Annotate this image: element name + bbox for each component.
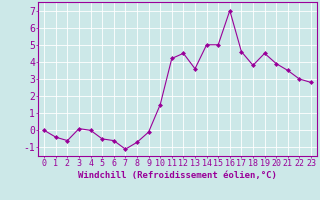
X-axis label: Windchill (Refroidissement éolien,°C): Windchill (Refroidissement éolien,°C) — [78, 171, 277, 180]
